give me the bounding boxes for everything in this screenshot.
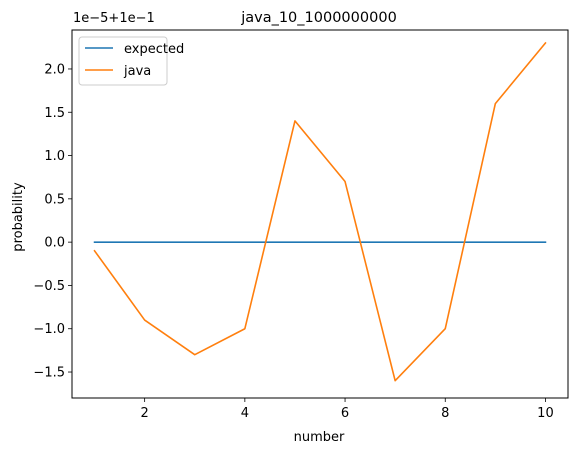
series-layer	[93, 41, 547, 382]
x-tick-label: 4	[241, 406, 249, 421]
legend-label-java: java	[123, 64, 151, 79]
legend: expected java	[78, 36, 184, 86]
x-tick-label: 2	[141, 406, 149, 421]
y-tick-label: 0.0	[44, 236, 65, 251]
y-tick-label: 1.0	[44, 149, 65, 164]
axis-ticks: 2 4 6 8 10 −1.5 −1.0 −0.5 0.0 0.5 1.0 1.5 2.0	[33, 62, 553, 421]
legend-label-expected: expected	[124, 42, 184, 57]
y-tick-label: −1.0	[33, 322, 65, 337]
chart-title: java_10_1000000000	[240, 10, 397, 26]
x-tick-label: 10	[537, 406, 554, 421]
series-line-java	[93, 41, 547, 382]
y-tick-label: 1.5	[44, 106, 65, 121]
plot-frame	[71, 29, 569, 399]
y-tick-label: 2.0	[44, 62, 65, 77]
x-tick-label: 6	[341, 406, 349, 421]
y-tick-label: 0.5	[44, 192, 65, 207]
x-tick-label: 8	[441, 406, 449, 421]
y-axis-label: probability	[11, 182, 26, 252]
legend-box	[78, 36, 168, 86]
x-axis-label: number	[294, 430, 345, 445]
y-axis-offset-text: 1e−5+1e−1	[73, 11, 155, 26]
y-tick-label: −0.5	[33, 279, 65, 294]
y-tick-label: −1.5	[33, 366, 65, 381]
